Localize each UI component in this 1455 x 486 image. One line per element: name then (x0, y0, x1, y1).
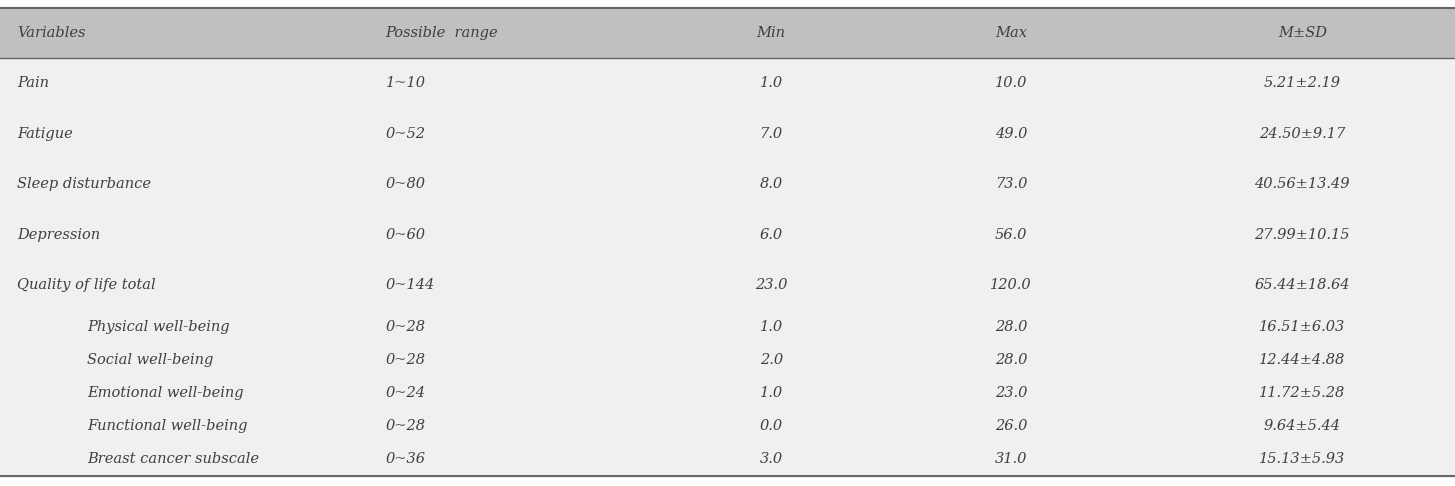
Text: 0~28: 0~28 (386, 353, 425, 367)
Text: 1.0: 1.0 (760, 386, 783, 400)
Text: 1.0: 1.0 (760, 320, 783, 334)
Text: 0~52: 0~52 (386, 127, 425, 141)
Text: Depression: Depression (17, 228, 100, 242)
Text: 56.0: 56.0 (995, 228, 1027, 242)
Text: 23.0: 23.0 (995, 386, 1027, 400)
Text: 65.44±18.64: 65.44±18.64 (1254, 278, 1350, 292)
Text: 10.0: 10.0 (995, 76, 1027, 90)
Text: 16.51±6.03: 16.51±6.03 (1259, 320, 1346, 334)
Bar (0, 8, 1455, 58)
Text: 0~36: 0~36 (386, 452, 425, 467)
Text: 28.0: 28.0 (995, 320, 1027, 334)
Text: Physical well-being: Physical well-being (87, 320, 230, 334)
Text: Pain: Pain (17, 76, 49, 90)
Text: 3.0: 3.0 (760, 452, 783, 467)
Text: Variables: Variables (17, 26, 86, 40)
Text: 0~60: 0~60 (386, 228, 425, 242)
Text: 0~144: 0~144 (386, 278, 435, 292)
Text: Fatigue: Fatigue (17, 127, 73, 141)
Text: 26.0: 26.0 (995, 419, 1027, 434)
Text: 12.44±4.88: 12.44±4.88 (1259, 353, 1346, 367)
Text: Quality of life total: Quality of life total (17, 278, 156, 292)
Text: Min: Min (757, 26, 786, 40)
Text: 24.50±9.17: 24.50±9.17 (1259, 127, 1346, 141)
Text: 15.13±5.93: 15.13±5.93 (1259, 452, 1346, 467)
Text: 1~10: 1~10 (386, 76, 425, 90)
Text: 120.0: 120.0 (991, 278, 1032, 292)
Text: 0~80: 0~80 (386, 177, 425, 191)
Text: 8.0: 8.0 (760, 177, 783, 191)
Text: Social well-being: Social well-being (87, 353, 214, 367)
Text: 6.0: 6.0 (760, 228, 783, 242)
Text: 28.0: 28.0 (995, 353, 1027, 367)
Text: Breast cancer subscale: Breast cancer subscale (87, 452, 259, 467)
Text: Emotional well-being: Emotional well-being (87, 386, 244, 400)
Text: 31.0: 31.0 (995, 452, 1027, 467)
Text: Max: Max (995, 26, 1027, 40)
Text: Possible  range: Possible range (386, 26, 498, 40)
Text: 9.64±5.44: 9.64±5.44 (1264, 419, 1340, 434)
Text: 0~28: 0~28 (386, 419, 425, 434)
Text: 2.0: 2.0 (760, 353, 783, 367)
Bar (0, 58, 1455, 478)
Text: M±SD: M±SD (1277, 26, 1327, 40)
Text: 7.0: 7.0 (760, 127, 783, 141)
Text: 0.0: 0.0 (760, 419, 783, 434)
Text: 49.0: 49.0 (995, 127, 1027, 141)
Text: 23.0: 23.0 (755, 278, 787, 292)
Text: 40.56±13.49: 40.56±13.49 (1254, 177, 1350, 191)
Text: 0~28: 0~28 (386, 320, 425, 334)
Text: 5.21±2.19: 5.21±2.19 (1264, 76, 1340, 90)
Text: Functional well-being: Functional well-being (87, 419, 247, 434)
Text: 73.0: 73.0 (995, 177, 1027, 191)
Text: 0~24: 0~24 (386, 386, 425, 400)
Text: 11.72±5.28: 11.72±5.28 (1259, 386, 1346, 400)
Text: 1.0: 1.0 (760, 76, 783, 90)
Text: Sleep disturbance: Sleep disturbance (17, 177, 151, 191)
Text: 27.99±10.15: 27.99±10.15 (1254, 228, 1350, 242)
